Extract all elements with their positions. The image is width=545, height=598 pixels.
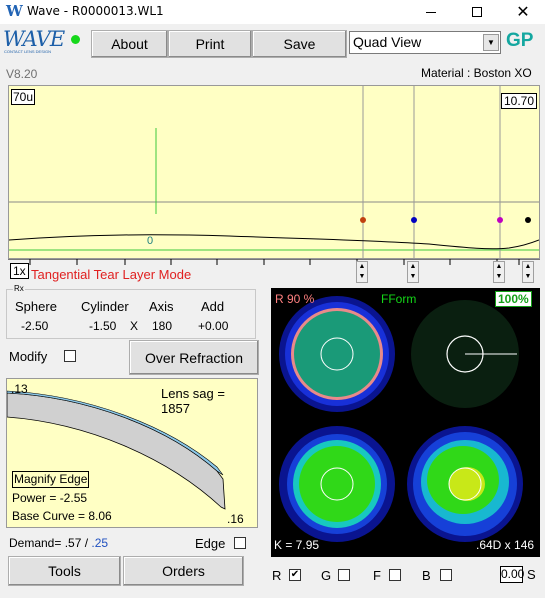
channel-r-checkbox[interactable]: ✔ (289, 569, 301, 581)
axis-header: Axis (149, 299, 174, 314)
modify-label: Modify (9, 349, 48, 364)
marker-point (525, 217, 531, 223)
value-tag: 10.70 (500, 93, 537, 109)
percent-badge: 100% (495, 291, 532, 307)
over-refraction-button[interactable]: Over Refraction (129, 340, 259, 375)
mode-label: Tangential Tear Layer Mode (31, 267, 192, 282)
sphere-header: Sphere (15, 299, 57, 314)
status-indicator (71, 35, 80, 44)
tear-layer-plot: 0 (9, 86, 539, 258)
orders-button[interactable]: Orders (123, 556, 244, 586)
axis-value[interactable]: 180 (152, 319, 173, 333)
fit-percent-label: R 90 % (275, 292, 315, 306)
k-label: K = 7.95 (274, 538, 320, 552)
channel-f-label: F (373, 568, 381, 583)
scale-input[interactable]: 0.00 (500, 566, 525, 583)
title-bar: W Wave - R0000013.WL1 ✕ (0, 0, 545, 24)
cylinder-header: Cylinder (81, 299, 129, 314)
quad-maps (279, 296, 523, 542)
channel-g-checkbox[interactable] (338, 569, 350, 581)
axis-symbol: X (130, 319, 139, 333)
scale-suffix: S (527, 567, 536, 582)
lens-sag-label: Lens sag = 1857 (161, 386, 225, 416)
lens-edge-drawing (7, 390, 226, 510)
minimize-icon (426, 11, 436, 13)
minimize-button[interactable] (408, 0, 454, 24)
channel-b-label: B (422, 568, 431, 583)
edge-top-value: .13 (11, 382, 28, 396)
tear-layer-graph[interactable]: 0 70u 10.70 (8, 85, 540, 259)
lens-edge-panel: .13 Lens sag = 1857 Magnify Edge Power =… (6, 378, 258, 528)
save-button[interactable]: Save (252, 30, 347, 58)
cylinder-value[interactable]: -1.50 (89, 319, 117, 333)
version-label: V8.20 (6, 67, 38, 81)
channel-r-label: R (272, 568, 282, 583)
view-select-value: Quad View (353, 34, 422, 50)
channel-g-label: G (321, 568, 332, 583)
scale-tag: 70u (11, 89, 36, 105)
tools-button[interactable]: Tools (8, 556, 121, 586)
add-header: Add (201, 299, 225, 314)
window-title: Wave - R0000013.WL1 (27, 4, 164, 18)
channel-b-checkbox[interactable] (440, 569, 452, 581)
close-button[interactable]: ✕ (500, 0, 545, 24)
marker-spinner[interactable]: ▲ ▼ (356, 261, 368, 283)
rx-legend: Rx (13, 284, 25, 293)
marker-spinner[interactable]: ▲ ▼ (493, 261, 505, 283)
zoom-tag[interactable]: 1x (10, 263, 29, 279)
gp-label: GP (506, 30, 534, 51)
wave-logo: WAVE CONTACT LENS DESIGN (3, 27, 65, 54)
app-icon: W (6, 2, 23, 20)
edge-checkbox[interactable] (234, 537, 246, 549)
marker-spinner[interactable]: ▲ ▼ (407, 261, 419, 283)
marker-spinner[interactable]: ▲ ▼ (522, 261, 534, 283)
edge-bottom-value: .16 (227, 512, 244, 526)
marker-point (360, 217, 366, 223)
close-icon: ✕ (516, 2, 530, 21)
graph-ruler (8, 259, 540, 265)
channel-f-checkbox[interactable] (389, 569, 401, 581)
about-button[interactable]: About (91, 30, 168, 58)
add-value[interactable]: +0.00 (198, 319, 229, 333)
modify-checkbox[interactable] (64, 350, 76, 362)
base-curve-label: Base Curve = 8.06 (12, 509, 112, 523)
sphere-value[interactable]: -2.50 (21, 319, 49, 333)
marker-point (411, 217, 417, 223)
astig-label: .64D x 146 (476, 538, 535, 552)
maximize-button[interactable] (454, 0, 500, 24)
print-button[interactable]: Print (168, 30, 252, 58)
maximize-icon (472, 7, 482, 17)
material-label: Material : Boston XO (421, 66, 532, 80)
edge-label: Edge (195, 536, 226, 551)
rx-group: Rx Sphere Cylinder Axis Add -2.50 -1.50 … (6, 284, 256, 339)
view-select[interactable]: Quad View ▼ (349, 31, 501, 54)
form-label: FForm (381, 292, 417, 306)
demand-label: Demand= .57 / .25 (9, 536, 109, 550)
center-marker-label: 0 (147, 235, 153, 247)
power-label: Power = -2.55 (12, 491, 88, 505)
chevron-down-icon[interactable]: ▼ (483, 34, 499, 51)
quad-view[interactable]: R 90 % FForm 100% K = 7.95 .64D x 146 (271, 288, 540, 557)
marker-point (497, 217, 503, 223)
magnify-edge-button[interactable]: Magnify Edge (12, 471, 90, 488)
